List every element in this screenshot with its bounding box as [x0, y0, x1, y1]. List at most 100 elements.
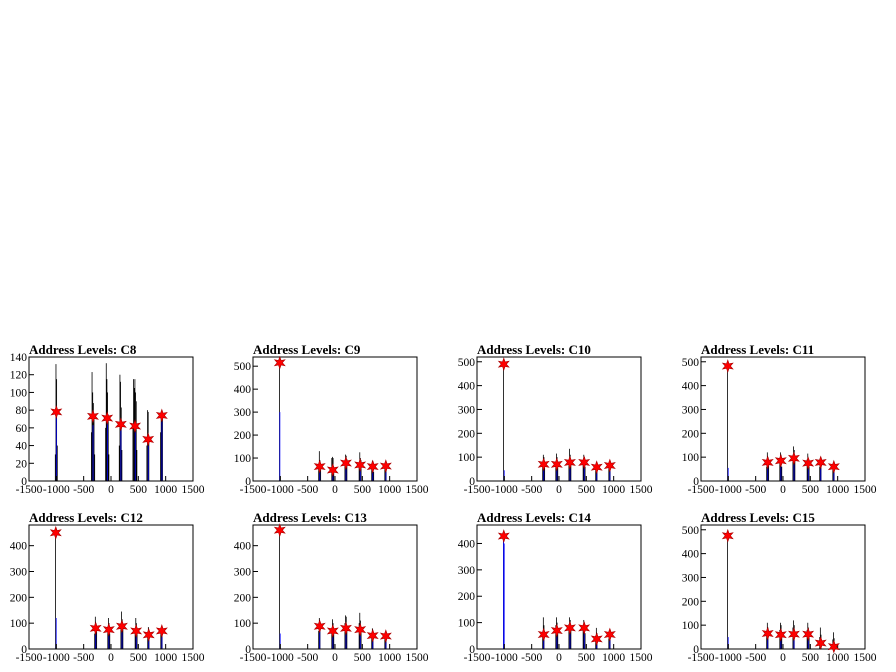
blue-bar	[319, 628, 321, 649]
x-tick-label: -1500	[240, 484, 267, 496]
x-tick-label: 0	[556, 484, 562, 496]
blue-bar	[55, 417, 57, 481]
black-bar	[160, 414, 162, 481]
black-bar	[555, 461, 557, 481]
panel-title: Address Levels: C12	[29, 510, 143, 525]
y-tick-label: 500	[682, 357, 700, 369]
y-tick-label: 300	[458, 404, 476, 416]
black-bar	[373, 471, 375, 481]
x-tick-label: 1500	[854, 652, 877, 664]
peak-marker	[115, 619, 128, 634]
y-tick-label: 400	[458, 538, 476, 550]
y-tick-label: 500	[682, 525, 700, 537]
blue-bar	[161, 632, 163, 649]
black-bar	[570, 627, 572, 649]
y-tick-label: 100	[10, 618, 28, 630]
blue-bar	[793, 635, 795, 649]
x-tick-label: 500	[130, 484, 148, 496]
black-bar	[133, 379, 134, 481]
blue-bar	[279, 412, 281, 481]
black-bar	[134, 628, 136, 649]
x-tick-label: 0	[556, 652, 562, 664]
x-tick-label: 0	[332, 652, 338, 664]
x-tick-label: -1000	[715, 484, 742, 496]
blue-bar	[55, 618, 57, 649]
y-tick-label: 120	[10, 370, 28, 382]
blue-bar	[161, 420, 163, 481]
black-bar	[108, 454, 110, 481]
y-tick-label: 200	[458, 428, 476, 440]
black-bar	[318, 630, 320, 649]
black-bar	[833, 632, 834, 649]
peak-marker	[550, 457, 563, 472]
black-bar	[94, 633, 96, 649]
black-bar	[132, 427, 134, 481]
black-bar	[568, 459, 570, 481]
y-tick-label: 40	[16, 441, 28, 453]
black-bar	[792, 454, 794, 481]
black-bar	[781, 466, 783, 481]
y-tick-label: 400	[234, 541, 252, 553]
black-bar	[609, 633, 610, 649]
blue-bar	[332, 632, 334, 649]
black-bar	[318, 467, 320, 481]
x-tick-label: -1000	[267, 484, 294, 496]
y-tick-label: 500	[234, 361, 252, 373]
peak-marker	[761, 626, 774, 641]
x-tick-label: 500	[802, 652, 820, 664]
x-tick-label: -1000	[491, 484, 518, 496]
histogram-panel-5: Address Levels: C12 0 100 200 300 400 -1500 -10…	[10, 510, 205, 664]
blue-bar	[596, 469, 598, 481]
histogram-panel-7: Address Levels: C14 0 100 200 300 400 -1500 -10…	[458, 510, 653, 664]
x-tick-label: 1000	[154, 652, 177, 664]
y-tick-label: 100	[10, 387, 28, 399]
blue-bar	[148, 636, 150, 649]
black-bar	[570, 461, 572, 481]
peak-marker	[563, 620, 576, 635]
x-tick-label: -500	[745, 652, 766, 664]
peak-marker	[603, 627, 616, 642]
peak-marker	[339, 621, 352, 636]
peak-marker	[114, 417, 127, 432]
peak-marker	[578, 620, 591, 635]
blue-bar	[120, 427, 122, 481]
x-tick-label: -1500	[688, 484, 715, 496]
peak-marker	[142, 432, 155, 447]
black-bar	[792, 627, 794, 649]
x-tick-label: 1000	[602, 484, 625, 496]
black-bar	[384, 467, 386, 481]
blue-bar	[147, 445, 149, 481]
black-bar	[819, 466, 821, 481]
black-bar	[779, 461, 781, 481]
x-tick-label: 0	[108, 652, 114, 664]
x-tick-label: 0	[780, 652, 786, 664]
y-tick-label: 200	[682, 428, 700, 440]
x-tick-label: -1000	[491, 652, 518, 664]
black-bar	[148, 436, 150, 481]
peak-marker	[814, 636, 827, 650]
y-tick-label: 400	[682, 381, 700, 393]
black-bar	[346, 459, 348, 481]
x-tick-label: 500	[802, 484, 820, 496]
x-tick-label: 500	[354, 652, 372, 664]
black-bar	[766, 466, 768, 481]
black-bar	[333, 471, 335, 481]
peak-marker	[89, 621, 102, 636]
black-bar	[160, 432, 161, 481]
black-bar	[582, 625, 584, 649]
y-tick-label: 300	[234, 567, 252, 579]
black-bar	[358, 623, 360, 649]
plot-frame	[252, 356, 418, 482]
black-bar	[582, 461, 584, 481]
blue-bar	[359, 466, 361, 481]
blue-bar	[279, 633, 281, 649]
blue-bar	[503, 538, 504, 649]
x-tick-label: 1500	[182, 484, 205, 496]
black-bar	[55, 532, 56, 649]
blue-bar	[583, 630, 585, 649]
black-bar	[162, 419, 163, 481]
black-bar	[333, 633, 335, 649]
black-bar	[147, 633, 149, 649]
y-tick-label: 500	[458, 357, 476, 369]
y-tick-label: 0	[21, 476, 27, 488]
